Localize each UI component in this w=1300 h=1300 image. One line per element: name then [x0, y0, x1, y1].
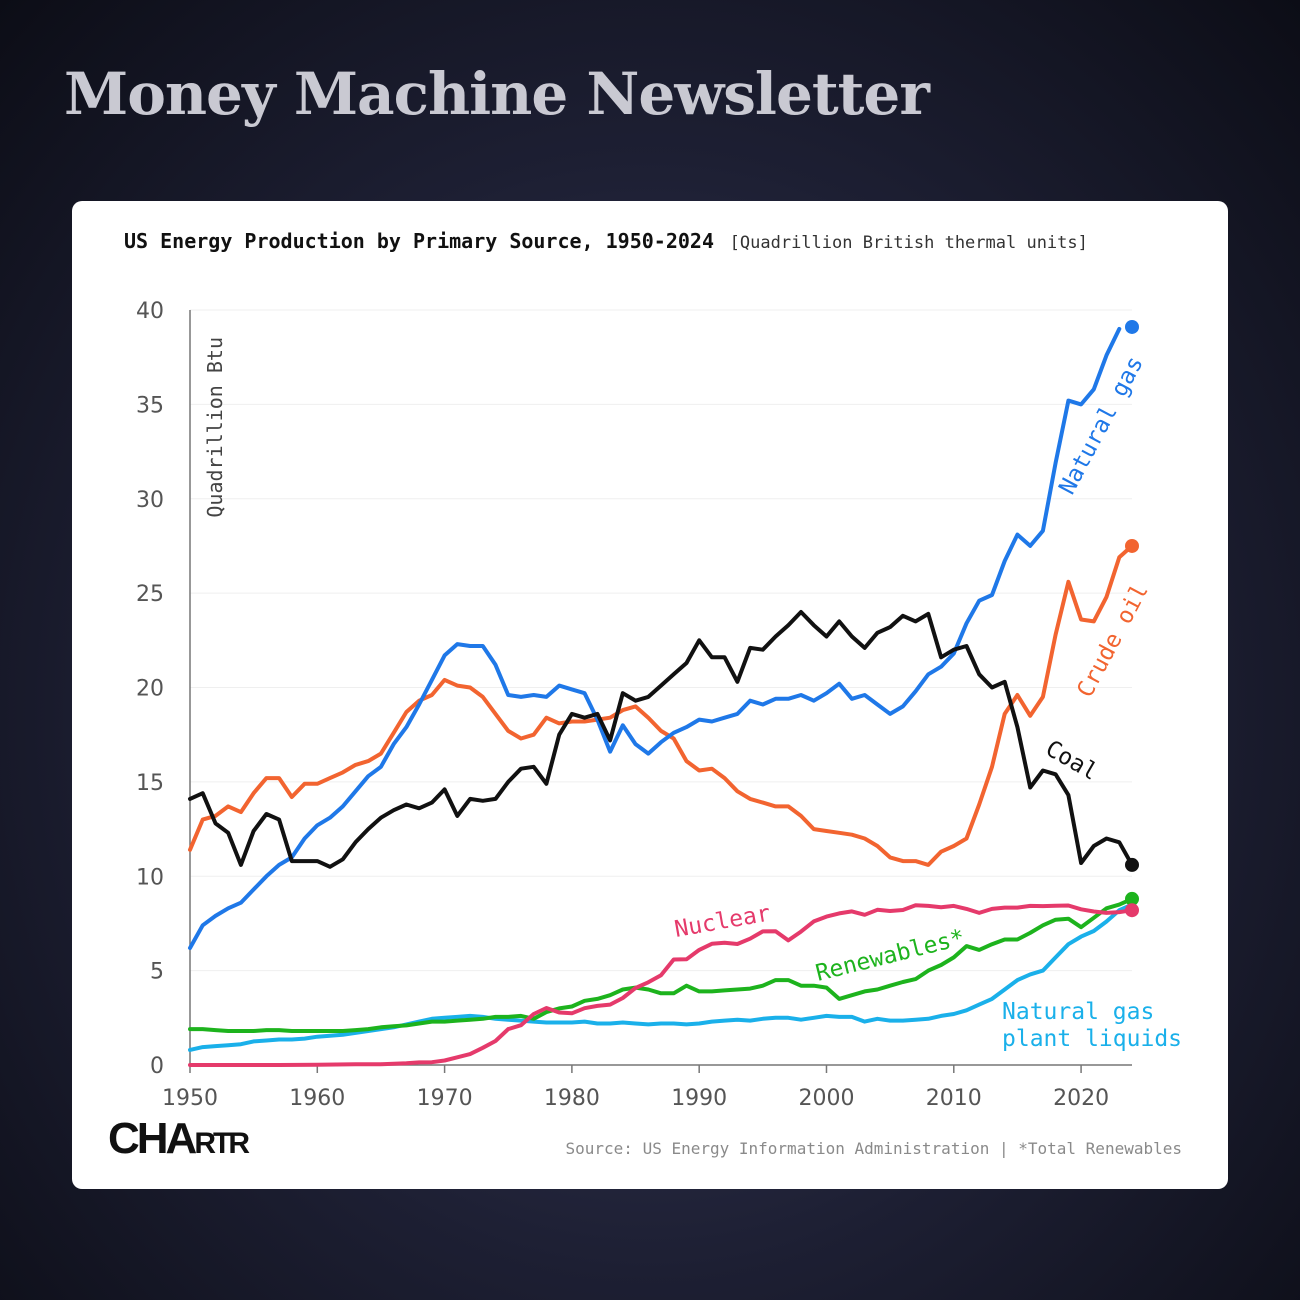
y-axis-label: Quadrillion Btu	[203, 337, 227, 518]
series-line-renewables	[188, 896, 1134, 1033]
chartr-logo-text: CHARTR	[108, 1114, 250, 1163]
y-tick-label: 25	[136, 582, 164, 607]
x-tick-label: 2020	[1053, 1086, 1109, 1111]
x-tick-label: 1970	[417, 1086, 473, 1111]
end-point-renewables	[1125, 891, 1139, 906]
series-label-renewables: Renewables*	[813, 925, 967, 987]
y-tick-label: 10	[136, 865, 164, 890]
x-tick-label: 2010	[926, 1086, 982, 1111]
y-tick-label: 40	[136, 299, 164, 324]
newsletter-title: Money Machine Newsletter	[64, 60, 930, 128]
series-line-crude-oil	[188, 543, 1134, 867]
y-tick-label: 35	[136, 393, 164, 418]
x-tick-label: 2000	[798, 1086, 854, 1111]
series-line-coal	[188, 610, 1134, 869]
end-point-coal	[1125, 857, 1139, 872]
chart-card: US Energy Production by Primary Source, …	[72, 201, 1228, 1189]
y-tick-label: 30	[136, 488, 164, 513]
x-tick-label: 1990	[671, 1086, 727, 1111]
end-point-natural-gas	[1125, 319, 1139, 334]
chart-unit-note: [Quadrillion British thermal units]	[729, 233, 1088, 253]
y-tick-label: 5	[150, 960, 164, 985]
y-tick-label: 0	[150, 1054, 164, 1079]
x-tick-label: 1950	[162, 1086, 218, 1111]
x-tick-label: 1960	[289, 1086, 345, 1111]
end-point-crude-oil	[1125, 538, 1139, 553]
y-tick-label: 20	[136, 677, 164, 702]
x-tick-label: 1980	[544, 1086, 600, 1111]
series-line-natural-gas-plant-liquids	[188, 902, 1134, 1052]
series-label-coal: Coal	[1041, 736, 1102, 786]
series-line-natural-gas	[188, 326, 1122, 950]
series-label-crude-oil: Crude oil	[1072, 580, 1153, 702]
chart-title-main: US Energy Production by Primary Source, …	[124, 229, 715, 253]
series-label-natural-gas-plant-liquids: Natural gas plant liquids	[1002, 999, 1182, 1052]
chart-title: US Energy Production by Primary Source, …	[124, 229, 1088, 253]
y-tick-label: 15	[136, 771, 164, 796]
end-point-nuclear	[1125, 903, 1139, 918]
chartr-logo: CHARTR	[108, 1114, 250, 1163]
energy-line-chart: 0 5 10 15 20 25 30 35 40 1950 1960 1970 1980 1990 2000…	[136, 299, 1182, 1111]
series-line-nuclear	[188, 903, 1134, 1067]
source-note: Source: US Energy Information Administra…	[565, 1139, 1183, 1158]
